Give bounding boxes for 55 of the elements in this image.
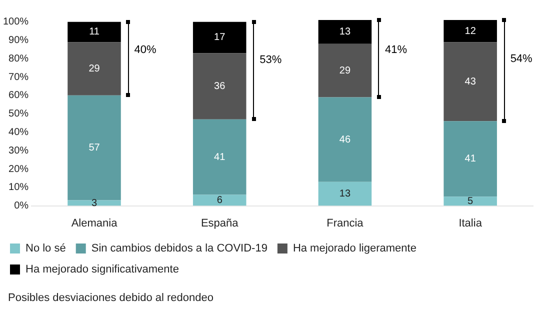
bar xyxy=(68,95,121,200)
bar xyxy=(444,42,497,122)
data-label: 41 xyxy=(214,152,226,163)
bar xyxy=(68,42,121,96)
y-tick-label: 100% xyxy=(3,16,29,28)
y-tick-label: 90% xyxy=(8,34,29,46)
bar xyxy=(192,53,246,120)
data-label: 43 xyxy=(464,76,476,88)
bar xyxy=(444,121,497,197)
y-tick-label: 80% xyxy=(8,53,29,64)
bar xyxy=(192,119,246,195)
bar xyxy=(444,196,497,206)
y-tick-label: 30% xyxy=(8,145,29,156)
bar xyxy=(318,44,372,98)
data-label: 41 xyxy=(464,154,476,165)
data-label: 57 xyxy=(88,142,100,154)
data-label: 46 xyxy=(339,134,351,146)
legend-label: No lo sé xyxy=(26,242,66,255)
data-label: 13 xyxy=(339,26,351,38)
y-tick-label: 20% xyxy=(8,164,29,175)
bar xyxy=(318,182,372,206)
annotation: 41% xyxy=(384,44,407,56)
bar xyxy=(444,20,497,42)
bar xyxy=(68,22,121,42)
y-tick-label: 50% xyxy=(8,108,29,120)
data-label: 29 xyxy=(339,65,351,76)
annotation: 40% xyxy=(134,44,156,56)
y-tick-label: 60% xyxy=(8,90,29,102)
data-label: 6 xyxy=(216,195,223,206)
legend-label: Sin cambios debidos a la COVID-19 xyxy=(91,242,268,255)
annotation: 54% xyxy=(510,53,532,66)
bar xyxy=(192,22,246,54)
y-tick-label: 0% xyxy=(14,200,29,212)
legend-label: Ha mejorado significativamente xyxy=(26,264,179,276)
text: Posibles desviaciones debido al redondeo xyxy=(8,292,214,304)
y-tick-label: 70% xyxy=(8,72,29,83)
data-label: 13 xyxy=(339,188,351,200)
x-tick-label: España xyxy=(200,217,240,230)
data-label: 36 xyxy=(214,80,226,92)
data-label: 11 xyxy=(89,26,100,38)
x-tick-label: Alemania xyxy=(71,217,118,230)
data-label: 12 xyxy=(464,26,476,37)
x-tick-label: Italia xyxy=(458,217,483,230)
annotation: 53% xyxy=(260,54,282,66)
x-tick-label: Francia xyxy=(326,217,364,230)
bar xyxy=(318,97,372,182)
bar xyxy=(318,20,372,44)
data-label: 3 xyxy=(91,198,98,209)
bar xyxy=(192,194,246,206)
data-label: 17 xyxy=(214,32,226,44)
y-tick-label: 10% xyxy=(8,182,29,194)
data-label: 5 xyxy=(468,196,474,207)
y-tick-label: 40% xyxy=(8,126,29,138)
data-label: 29 xyxy=(88,64,100,74)
legend-label: Ha mejorado ligeramente xyxy=(292,242,416,255)
